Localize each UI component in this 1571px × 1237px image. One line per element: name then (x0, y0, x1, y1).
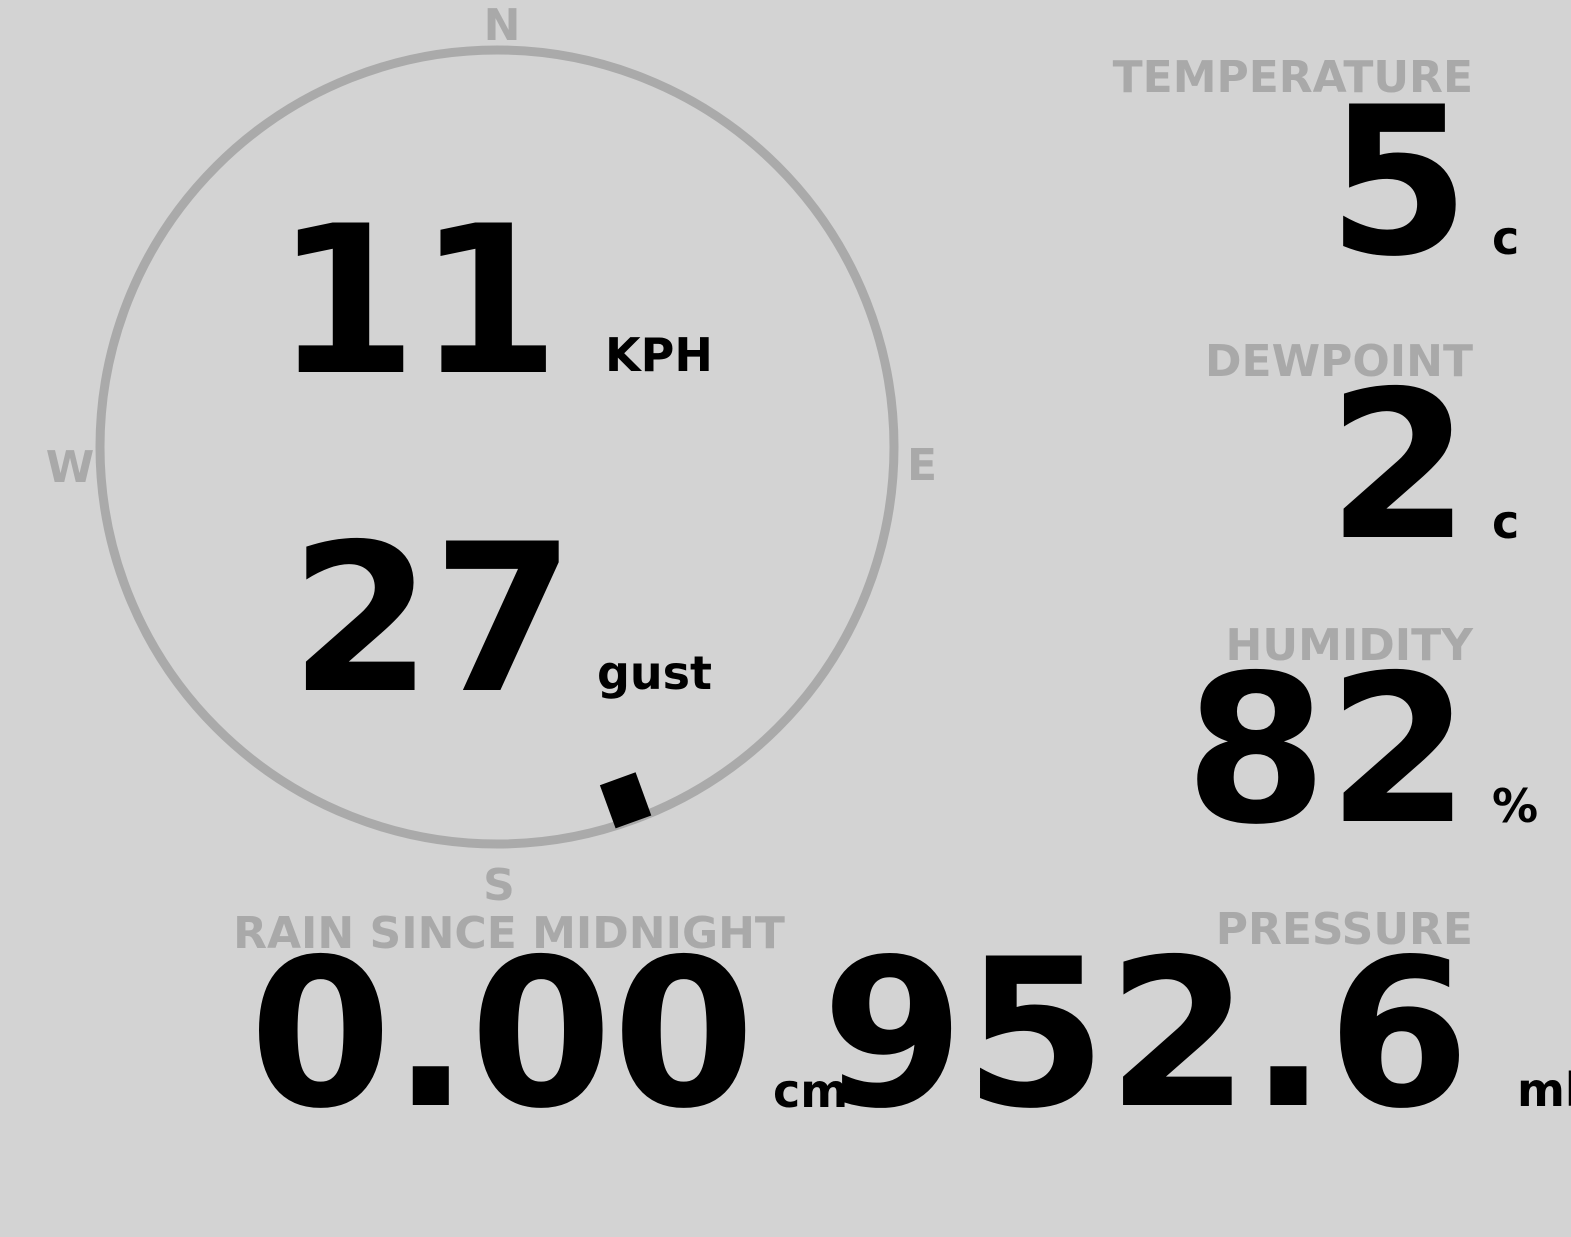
reading-unit: mb (1517, 1063, 1571, 1117)
reading-unit: % (1492, 779, 1538, 833)
wind-speed-unit: KPH (605, 328, 713, 382)
wind-speed: 11 (275, 183, 560, 421)
reading-unit: c (1492, 211, 1519, 265)
reading-label: HUMIDITY (1226, 620, 1475, 671)
rain-value: 0.00 (249, 916, 755, 1154)
reading-label: TEMPERATURE (1113, 52, 1473, 103)
rain-label: RAIN SINCE MIDNIGHT (233, 908, 785, 959)
wind-direction-marker (599, 772, 652, 829)
reading-value: 5 (1327, 64, 1470, 302)
reading-label: DEWPOINT (1205, 336, 1473, 387)
reading-value: 952.6 (822, 916, 1470, 1154)
compass-n: N (484, 0, 521, 51)
compass-ring (95, 45, 899, 849)
reading-value: 82 (1185, 632, 1470, 870)
rain-unit: cm (773, 1064, 848, 1118)
reading-unit: c (1492, 495, 1519, 549)
reading-label: PRESSURE (1216, 904, 1473, 955)
wind-gust-unit: gust (597, 646, 712, 700)
compass-e: E (907, 440, 937, 491)
compass-s: S (483, 860, 515, 911)
wind-gust: 27 (290, 501, 575, 739)
compass-w: W (46, 442, 95, 493)
reading-value: 2 (1327, 348, 1470, 586)
